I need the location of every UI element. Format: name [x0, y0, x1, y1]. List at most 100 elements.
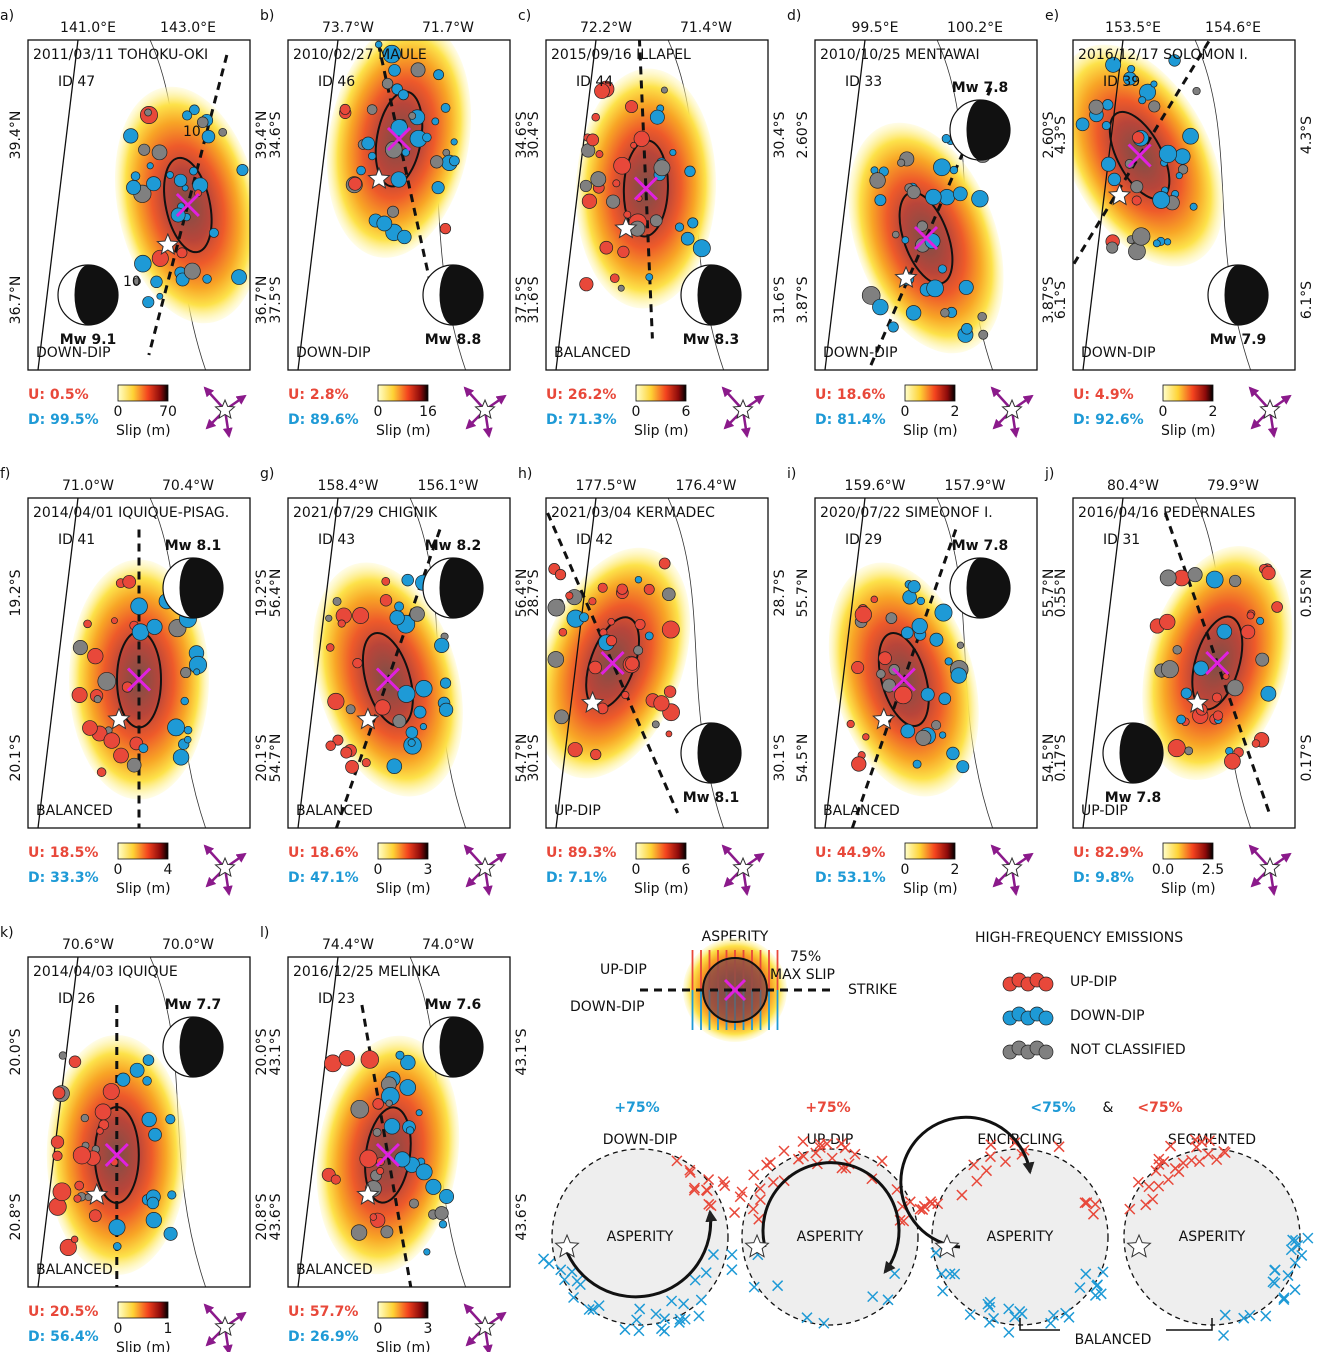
panel-label: d) — [787, 8, 801, 24]
event-id: ID 44 — [576, 74, 613, 90]
hf-emission — [138, 144, 149, 155]
hf-emission — [613, 180, 620, 187]
hf-emission — [1107, 242, 1118, 253]
hf-emission — [877, 670, 886, 679]
magnitude: Mw 7.6 — [425, 997, 482, 1013]
lat-tick-label: 43.6°S — [514, 1193, 530, 1240]
lon-tick-label: 143.0°E — [160, 20, 216, 36]
hf-emission — [589, 661, 602, 674]
hf-emission — [143, 296, 154, 307]
hf-emission — [346, 705, 355, 714]
hf-emission — [411, 63, 425, 77]
hf-emission — [114, 748, 129, 763]
hf-emission — [424, 1249, 430, 1255]
hf-emission — [387, 759, 402, 774]
hf-emission — [109, 1219, 125, 1235]
panel-label: c) — [518, 8, 531, 24]
hf-emission — [164, 1227, 177, 1240]
hf-emission — [72, 687, 87, 702]
hf-emission — [396, 1051, 404, 1059]
colorbar-label: Slip (m) — [116, 1340, 171, 1352]
hf-emission — [938, 265, 946, 273]
event-id: ID 31 — [1103, 532, 1140, 548]
lat-tick-label: 28.7°S — [772, 569, 788, 616]
hf-emission — [82, 721, 97, 736]
hf-emission — [625, 100, 637, 112]
hf-emission — [339, 1050, 355, 1066]
hf-emission — [143, 1077, 152, 1086]
legend-hf-item: NOT CLASSIFIED — [1070, 1042, 1186, 1058]
hf-emission — [382, 78, 393, 89]
lon-tick-label: 74.4°W — [322, 937, 374, 953]
hf-emission — [104, 733, 120, 749]
hf-emission — [51, 1136, 64, 1149]
panel-label: i) — [787, 466, 796, 482]
hf-emission — [380, 595, 392, 607]
hf-emission — [568, 742, 582, 756]
event-title: 2011/03/11 TOHOKU-OKI — [33, 47, 208, 63]
hf-emission — [548, 599, 565, 616]
hf-emission — [1185, 747, 1193, 755]
hf-emission — [357, 166, 366, 175]
lat-tick-label: 4.3°S — [1299, 116, 1315, 154]
hf-emission — [408, 739, 415, 746]
hf-emission — [432, 181, 444, 193]
hf-emission — [126, 180, 140, 194]
hf-emission — [146, 1212, 162, 1228]
hf-emission — [555, 569, 565, 579]
classification: DOWN-DIP — [36, 345, 111, 361]
hf-emission — [582, 194, 596, 208]
hf-emission — [139, 744, 148, 753]
hf-emission — [340, 104, 350, 114]
event-id: ID 33 — [845, 74, 882, 90]
scenario-emission — [765, 1158, 775, 1168]
hf-emission — [681, 232, 694, 245]
hf-emission — [439, 703, 452, 716]
down-dip-percent: D: 71.3% — [546, 412, 617, 428]
hf-emission — [387, 206, 398, 217]
hf-emission — [897, 159, 904, 166]
hf-emission — [625, 657, 638, 670]
colorbar — [1163, 843, 1213, 859]
hf-emission — [151, 276, 163, 288]
lon-tick-label: 141.0°E — [60, 20, 116, 36]
hf-emission — [1213, 711, 1223, 721]
hf-emission — [184, 263, 200, 279]
hf-emission — [53, 1183, 71, 1201]
hf-emission — [1241, 625, 1255, 639]
up-dip-percent: U: 89.3% — [546, 845, 616, 861]
down-dip-percent: D: 53.1% — [815, 870, 886, 886]
hf-emission — [152, 250, 168, 266]
hf-emission — [349, 177, 362, 190]
classification: BALANCED — [36, 803, 113, 819]
lat-tick-label: 43.6°S — [268, 1193, 284, 1240]
colorbar — [378, 1302, 428, 1318]
hf-emission — [426, 1179, 441, 1194]
hf-emission — [1212, 693, 1221, 702]
hf-emission — [548, 651, 564, 667]
lon-tick-label: 79.9°W — [1207, 478, 1259, 494]
hf-emission — [580, 180, 592, 192]
hf-emission — [912, 618, 927, 633]
hf-emission — [590, 749, 600, 759]
hf-emission — [945, 658, 952, 665]
hf-emission — [53, 1151, 63, 1161]
hf-emission — [147, 163, 153, 169]
hf-emission — [635, 619, 645, 629]
hf-emission — [589, 598, 596, 605]
lat-tick-label: 20.0°S — [8, 1028, 24, 1075]
lat-tick-label: 37.5°S — [268, 276, 284, 323]
hf-emission — [617, 584, 628, 595]
lon-tick-label: 70.4°W — [162, 478, 214, 494]
hf-emission — [142, 1112, 156, 1126]
lon-tick-label: 71.4°W — [680, 20, 732, 36]
colorbar-tick-label: 0 — [632, 862, 641, 878]
colorbar-tick-label: 16 — [419, 404, 437, 420]
lat-tick-label: 36.7°N — [8, 276, 24, 325]
magnitude: Mw 7.9 — [1210, 332, 1267, 348]
lat-tick-label: 0.17°S — [1053, 734, 1069, 781]
classification: UP-DIP — [554, 803, 601, 819]
hf-emission — [933, 159, 950, 176]
down-dip-percent: D: 89.6% — [288, 412, 359, 428]
hf-emission — [123, 575, 136, 588]
